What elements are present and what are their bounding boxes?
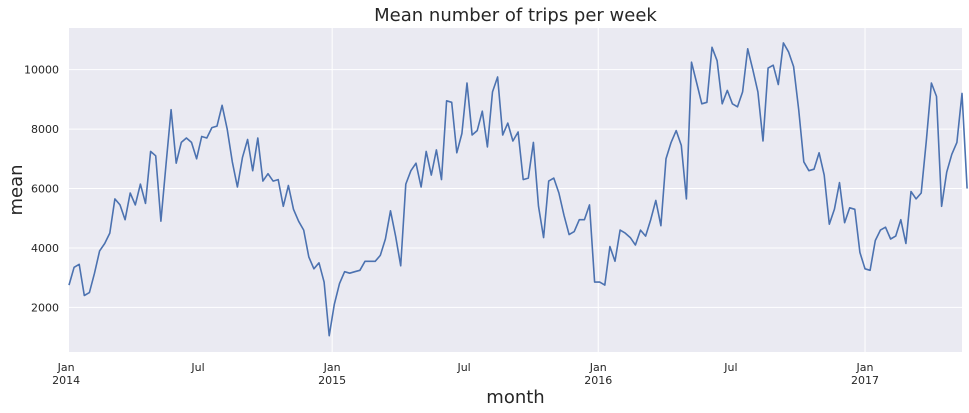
chart-title: Mean number of trips per week	[374, 5, 657, 26]
x-tick-year-label: 2016	[584, 374, 612, 387]
x-tick-label: Jan	[589, 361, 607, 374]
x-tick-year-label: 2015	[318, 374, 346, 387]
y-tick-label: 2000	[31, 301, 59, 314]
x-tick-label: Jan	[856, 361, 874, 374]
series-line-mean-trips	[68, 42, 968, 337]
y-axis-label: mean	[6, 164, 27, 215]
x-minor-tick-label: Jul	[190, 361, 204, 374]
y-tick-label: 10000	[24, 64, 59, 77]
plot-background	[69, 28, 962, 352]
x-tick-year-label: 2014	[52, 374, 80, 387]
x-axis-label: month	[486, 387, 544, 408]
y-tick-labels: 2000 4000 6000 8000 10000	[24, 64, 59, 315]
x-tick-label: Jan	[57, 361, 75, 374]
x-minor-tick-label: Jul	[456, 361, 470, 374]
x-tick-year-label: 2017	[851, 374, 879, 387]
y-tick-label: 4000	[31, 242, 59, 255]
y-tick-label: 6000	[31, 183, 59, 196]
x-tick-label: Jan	[323, 361, 341, 374]
y-tick-label: 8000	[31, 123, 59, 136]
x-minor-tick-label: Jul	[723, 361, 737, 374]
gridlines	[65, 28, 962, 352]
